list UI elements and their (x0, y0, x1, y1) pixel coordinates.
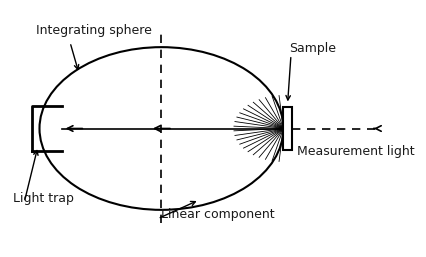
Text: Integrating sphere: Integrating sphere (36, 24, 151, 37)
Text: Sample: Sample (288, 42, 335, 55)
Text: Linear component: Linear component (161, 208, 274, 221)
Bar (283, 107, 291, 150)
Text: Light trap: Light trap (13, 192, 74, 205)
Text: Measurement light: Measurement light (296, 145, 413, 158)
